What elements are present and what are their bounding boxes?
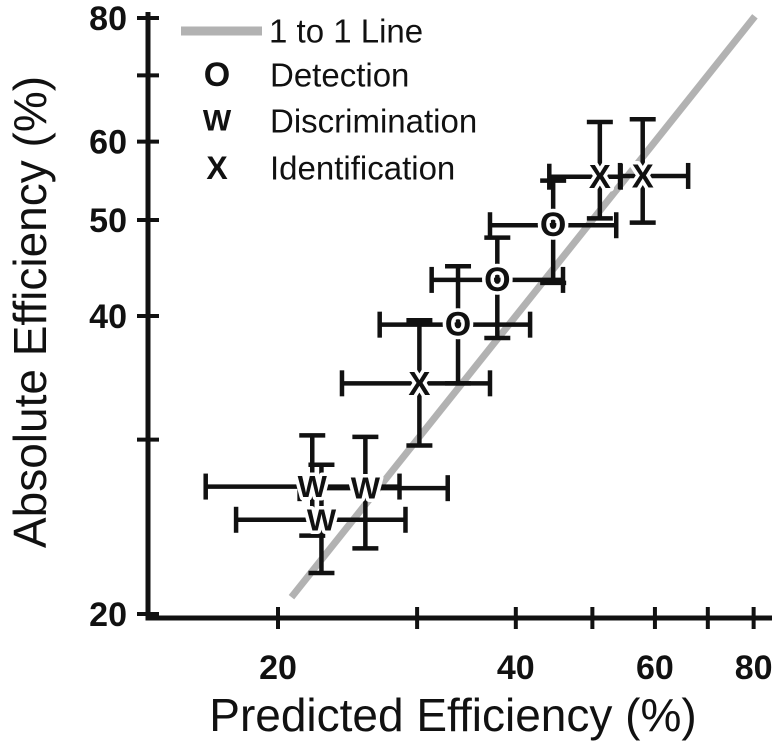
- y-axis-title: Absolute Efficiency (%): [4, 76, 56, 548]
- error-bars-group: [203, 117, 691, 576]
- one-to-one-line-group: [288, 14, 758, 600]
- y-tick-label: 80: [89, 0, 127, 38]
- x-tick-label: 40: [497, 649, 535, 687]
- data-point-marker-discrimination: W: [298, 469, 328, 504]
- axes-group: 20 40 60 80 20 40 50 60 80: [89, 0, 772, 687]
- legend-detection-marker-icon: O: [204, 56, 230, 94]
- data-point-marker-detection: O: [445, 306, 471, 344]
- data-point-marker-detection: O: [484, 261, 510, 299]
- error-bar: [487, 178, 619, 286]
- error-bar: [617, 117, 691, 225]
- legend: 1 to 1 Line O Detection W Discrimination…: [181, 13, 477, 187]
- y-tick-label: 40: [89, 298, 127, 336]
- legend-discrimination-marker-icon: W: [203, 105, 232, 138]
- legend-identification-marker-icon: X: [206, 150, 228, 186]
- error-bar: [233, 462, 408, 576]
- data-point-marker-identification: X: [408, 365, 430, 402]
- data-point-marker-identification: X: [632, 157, 654, 194]
- error-bar: [429, 235, 566, 341]
- x-tick-label: 20: [259, 649, 297, 687]
- data-point-marker-identification: X: [589, 158, 611, 195]
- data-point-marker-discrimination: W: [351, 471, 381, 506]
- error-bar: [297, 434, 450, 551]
- x-axis-title: Predicted Efficiency (%): [209, 689, 696, 741]
- one-to-one-line: [288, 14, 758, 600]
- legend-ref-line-label: 1 to 1 Line: [269, 13, 423, 50]
- x-tick-label: 60: [636, 649, 674, 687]
- data-point-marker-discrimination: W: [307, 502, 337, 537]
- y-tick-label: 60: [89, 124, 127, 162]
- y-tick-label: 20: [89, 596, 127, 634]
- legend-discrimination-label: Discrimination: [270, 103, 477, 140]
- error-bar: [339, 318, 493, 448]
- legend-detection-label: Detection: [270, 57, 409, 94]
- data-point-marker-detection: O: [540, 206, 566, 244]
- y-tick-label: 50: [89, 202, 127, 240]
- legend-identification-label: Identification: [270, 150, 455, 187]
- x-tick-label: 80: [735, 649, 773, 687]
